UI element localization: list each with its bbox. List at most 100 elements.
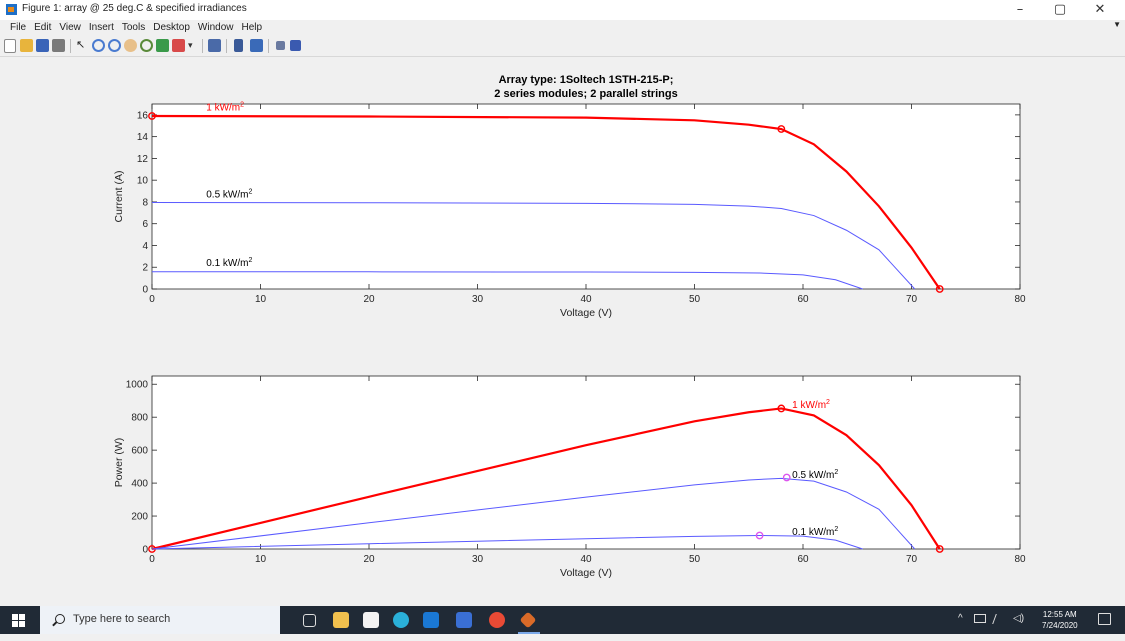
y-tick-label: 10 bbox=[137, 176, 149, 187]
menu-tools[interactable]: Tools bbox=[121, 22, 146, 33]
x-tick-label: 80 bbox=[1014, 294, 1026, 305]
store-icon[interactable] bbox=[363, 612, 379, 628]
current-voltage-axes[interactable]: 0 10 20 30 40 50 60 70 80 0 2 4 6 8 10 12 14 16 Voltage (V… bbox=[113, 102, 1026, 319]
pen-icon[interactable] bbox=[992, 614, 1007, 624]
chrome-icon[interactable] bbox=[489, 612, 505, 628]
brush-icon[interactable] bbox=[172, 39, 185, 52]
y-tick-label: 8 bbox=[142, 197, 148, 208]
windows-logo-icon bbox=[19, 614, 25, 620]
maximize-button[interactable]: ▢ bbox=[1053, 2, 1067, 17]
windows-logo-icon bbox=[19, 621, 25, 627]
rotate-icon[interactable] bbox=[140, 39, 153, 52]
zoom-out-icon[interactable] bbox=[108, 39, 121, 52]
y-axis-label: Current (A) bbox=[113, 171, 125, 223]
dock-figure-icon[interactable] bbox=[290, 40, 301, 51]
word-icon[interactable] bbox=[456, 612, 472, 628]
irradiance-label: 0.1 kW/m2 bbox=[792, 526, 838, 538]
y-tick-label: 12 bbox=[137, 154, 149, 165]
notifications-icon[interactable] bbox=[1098, 613, 1111, 625]
y-tick-label: 4 bbox=[142, 241, 148, 252]
toolbar-separator bbox=[70, 39, 71, 53]
new-figure-icon[interactable] bbox=[4, 39, 16, 53]
plot-area bbox=[151, 103, 1021, 290]
x-tick-label: 0 bbox=[149, 554, 155, 565]
menu-window[interactable]: Window bbox=[197, 22, 234, 33]
x-tick-label: 40 bbox=[580, 294, 592, 305]
series-line bbox=[151, 407, 941, 551]
colorbar-icon[interactable] bbox=[208, 39, 221, 52]
irradiance-label: 0.5 kW/m2 bbox=[206, 189, 252, 201]
task-view-icon[interactable] bbox=[303, 614, 316, 627]
menu-edit[interactable]: Edit bbox=[34, 22, 52, 33]
menu-insert[interactable]: Insert bbox=[88, 22, 114, 33]
y-axis-label: Power (W) bbox=[113, 438, 125, 488]
x-tick-label: 70 bbox=[906, 294, 918, 305]
irradiance-label: 0.5 kW/m2 bbox=[792, 469, 838, 481]
x-tick-label: 30 bbox=[472, 554, 484, 565]
series-line bbox=[151, 201, 916, 290]
taskbar-clock[interactable]: 12:55 AM 7/24/2020 bbox=[1042, 609, 1078, 631]
y-tick-label: 0 bbox=[142, 545, 148, 556]
matlab-figure-icon bbox=[6, 4, 17, 15]
y-tick-label: 0 bbox=[142, 285, 148, 296]
matlab-icon[interactable] bbox=[519, 611, 537, 629]
series-marker bbox=[148, 112, 156, 120]
series-marker bbox=[755, 531, 764, 540]
open-file-icon[interactable] bbox=[20, 39, 33, 52]
save-icon[interactable] bbox=[36, 39, 49, 52]
series-marker bbox=[782, 473, 791, 482]
windows-logo-icon bbox=[12, 621, 18, 627]
y-tick-label: 400 bbox=[131, 479, 148, 490]
file-explorer-icon[interactable] bbox=[333, 612, 349, 628]
y-tick-label: 16 bbox=[137, 110, 149, 121]
x-tick-label: 80 bbox=[1014, 554, 1026, 565]
y-tick-label: 14 bbox=[137, 132, 149, 143]
toolbar-separator bbox=[268, 39, 269, 53]
x-tick-label: 10 bbox=[255, 554, 267, 565]
taskbar-time: 12:55 AM bbox=[1042, 610, 1077, 619]
network-icon[interactable] bbox=[974, 614, 986, 623]
x-tick-label: 60 bbox=[797, 554, 809, 565]
figure-svg: Array type: 1Soltech 1STH-215-P; 2 serie… bbox=[113, 74, 1026, 579]
menu-view[interactable]: View bbox=[59, 22, 81, 33]
link-plot-icon[interactable]: ▾ bbox=[188, 40, 193, 50]
figure-toolbar: ↖ ▾ bbox=[0, 36, 1125, 57]
menu-file[interactable]: File bbox=[10, 22, 27, 33]
y-tick-label: 1000 bbox=[126, 380, 149, 391]
menu-help[interactable]: Help bbox=[241, 22, 263, 33]
x-tick-label: 70 bbox=[906, 554, 918, 565]
pointer-icon[interactable]: ↖ bbox=[76, 39, 86, 51]
hide-plot-tools-icon[interactable] bbox=[250, 39, 263, 52]
x-tick-label: 40 bbox=[580, 554, 592, 565]
menu-bar: File Edit View Insert Tools Desktop Window Help… bbox=[0, 20, 1125, 36]
irradiance-label: 1 kW/m2 bbox=[206, 102, 244, 114]
data-cursor-icon[interactable] bbox=[156, 39, 169, 52]
dock-arrow-icon[interactable]: ▼ bbox=[1113, 20, 1121, 29]
start-button[interactable] bbox=[0, 606, 40, 634]
show-hidden-icons-icon[interactable]: ^ bbox=[958, 613, 963, 624]
windows-logo-icon bbox=[12, 614, 18, 620]
menu-desktop[interactable]: Desktop bbox=[153, 22, 190, 33]
legend-icon[interactable] bbox=[234, 39, 243, 52]
x-axis-label: Voltage (V) bbox=[560, 307, 612, 319]
series-marker bbox=[935, 285, 944, 293]
taskbar-date: 7/24/2020 bbox=[1042, 621, 1078, 630]
search-placeholder: Type here to search bbox=[73, 613, 171, 625]
x-tick-label: 0 bbox=[149, 294, 155, 305]
series-line bbox=[151, 114, 941, 290]
power-voltage-axes[interactable]: 0 10 20 30 40 50 60 70 8002004006008001000Voltag… bbox=[113, 375, 1026, 579]
edge-icon[interactable] bbox=[393, 612, 409, 628]
show-plot-tools-icon[interactable] bbox=[276, 41, 285, 50]
close-button[interactable]: ✕ bbox=[1094, 2, 1106, 17]
x-axis-label: Voltage (V) bbox=[560, 567, 612, 579]
zoom-in-icon[interactable] bbox=[92, 39, 105, 52]
minimize-button[interactable]: – bbox=[1016, 2, 1024, 17]
print-icon[interactable] bbox=[52, 39, 65, 52]
volume-icon[interactable]: ◁) bbox=[1013, 613, 1025, 624]
pan-icon[interactable] bbox=[124, 39, 137, 52]
series-marker bbox=[777, 125, 786, 133]
series-line bbox=[151, 534, 863, 550]
mail-icon[interactable] bbox=[423, 612, 439, 628]
y-tick-label: 600 bbox=[131, 446, 148, 457]
taskbar-search-box[interactable]: Type here to search bbox=[40, 606, 280, 634]
